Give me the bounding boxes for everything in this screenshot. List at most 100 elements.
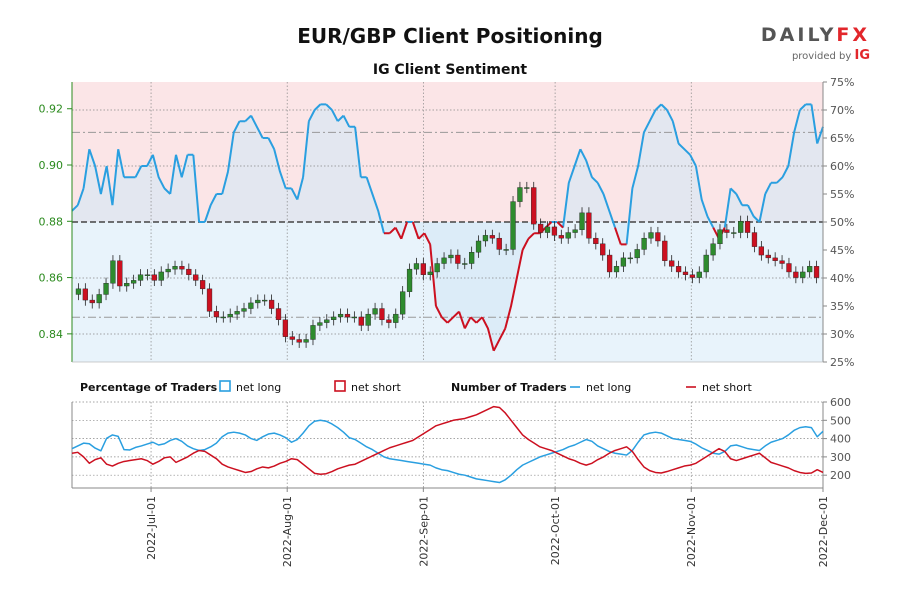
sentiment-area xyxy=(72,104,823,351)
candle-body xyxy=(779,260,785,264)
candle-body xyxy=(103,283,109,295)
candle-body xyxy=(331,316,337,320)
date-tick-label: 2022-Aug-01 xyxy=(281,496,294,567)
candle-body xyxy=(234,311,240,315)
candle-body xyxy=(586,212,592,239)
candle-body xyxy=(724,229,730,233)
candle-body xyxy=(317,322,323,326)
candle-body xyxy=(158,271,164,281)
candle-body xyxy=(738,221,744,233)
candle-body xyxy=(365,313,371,326)
candle-body xyxy=(462,263,468,265)
legend-num-short-label: net short xyxy=(702,381,753,394)
candle-body xyxy=(751,232,758,247)
candle-body xyxy=(358,316,364,326)
date-tick-label: 2022-Dec-01 xyxy=(817,496,830,567)
candle-body xyxy=(682,271,689,275)
candle-body xyxy=(600,243,606,256)
candle-body xyxy=(303,339,309,343)
percent-tick-label: 40% xyxy=(830,272,854,285)
candle-body xyxy=(565,232,571,239)
candle-body xyxy=(406,268,413,292)
candle-body xyxy=(199,280,206,290)
candle-body xyxy=(82,288,88,301)
percent-tick-label: 70% xyxy=(830,104,854,117)
candle-body xyxy=(675,266,682,273)
candle-body xyxy=(117,260,123,287)
candle-body xyxy=(262,299,268,302)
percent-tick-label: 35% xyxy=(830,300,854,313)
candle-body xyxy=(110,260,116,284)
candle-body xyxy=(758,246,764,256)
candle-body xyxy=(786,263,792,273)
count-tick-label: 300 xyxy=(830,451,851,464)
percent-tick-label: 25% xyxy=(830,356,854,369)
candle-body xyxy=(296,339,302,343)
candle-body xyxy=(124,283,130,287)
candle-body xyxy=(255,299,261,304)
candle-body xyxy=(131,280,137,284)
candle-body xyxy=(372,308,378,315)
candle-body xyxy=(537,223,544,233)
count-tick-label: 400 xyxy=(830,433,851,446)
price-tick-label: 0.90 xyxy=(39,159,64,172)
candle-body xyxy=(441,257,447,264)
candle-body xyxy=(572,229,578,233)
logo-main-text: DAILY xyxy=(760,24,837,46)
candle-body xyxy=(593,237,599,245)
candle-body xyxy=(186,268,192,275)
candle-body xyxy=(434,263,440,273)
candle-body xyxy=(710,243,716,256)
logo-ig-text: IG xyxy=(854,48,870,63)
candle-body xyxy=(558,235,564,239)
candle-body xyxy=(151,274,157,281)
candle-body xyxy=(137,274,144,281)
candle-body xyxy=(427,271,433,275)
legend-num-long-label: net long xyxy=(586,381,631,394)
candle-body xyxy=(413,263,420,270)
candle-body xyxy=(351,316,358,319)
candle-body xyxy=(475,240,482,253)
candle-body xyxy=(765,254,771,259)
legend-pct-short-swatch xyxy=(334,380,346,392)
candle-body xyxy=(510,201,516,250)
candle-body xyxy=(482,235,489,242)
candle-body xyxy=(172,266,178,270)
candle-body xyxy=(289,336,295,340)
candle-body xyxy=(524,187,530,189)
candle-body xyxy=(717,229,723,245)
trader-count-panel: 200 300 400 500 600 xyxy=(71,396,851,489)
date-tick-label: 2022-Jul-01 xyxy=(145,496,158,560)
candle-body xyxy=(241,308,247,312)
candle-body xyxy=(420,263,426,275)
percent-tick-label: 50% xyxy=(830,216,854,229)
candle-body xyxy=(206,288,213,312)
candle-body xyxy=(379,308,385,320)
candle-body xyxy=(324,319,330,323)
candle-body xyxy=(386,319,392,323)
candle-body xyxy=(689,274,696,278)
candle-body xyxy=(179,266,185,270)
candle-body xyxy=(813,266,820,278)
candle-body xyxy=(551,226,558,236)
count-net-short-line xyxy=(71,405,824,476)
candle-body xyxy=(641,237,647,250)
grid-lines xyxy=(72,82,824,488)
count-net-long-line xyxy=(71,419,824,484)
candle-body xyxy=(75,288,82,295)
candle-body xyxy=(496,237,502,250)
candle-body xyxy=(89,299,95,304)
candle-body xyxy=(517,187,523,202)
candle-body xyxy=(448,254,454,259)
date-tick-label: 2022-Nov-01 xyxy=(685,496,698,567)
legend-pct-short-label: net short xyxy=(351,381,402,394)
axis-labels: 0.84 0.86 0.88 0.90 0.92 25% 30% 35% 40% 45% 50% 55… xyxy=(39,76,855,369)
candle-body xyxy=(800,271,806,278)
legend-percentage-title: Percentage of Traders xyxy=(80,381,218,394)
candle-body xyxy=(620,257,627,267)
candle-body xyxy=(268,299,275,309)
candle-body xyxy=(469,252,475,264)
candle-body xyxy=(634,249,640,259)
price-tick-label: 0.84 xyxy=(39,328,64,341)
